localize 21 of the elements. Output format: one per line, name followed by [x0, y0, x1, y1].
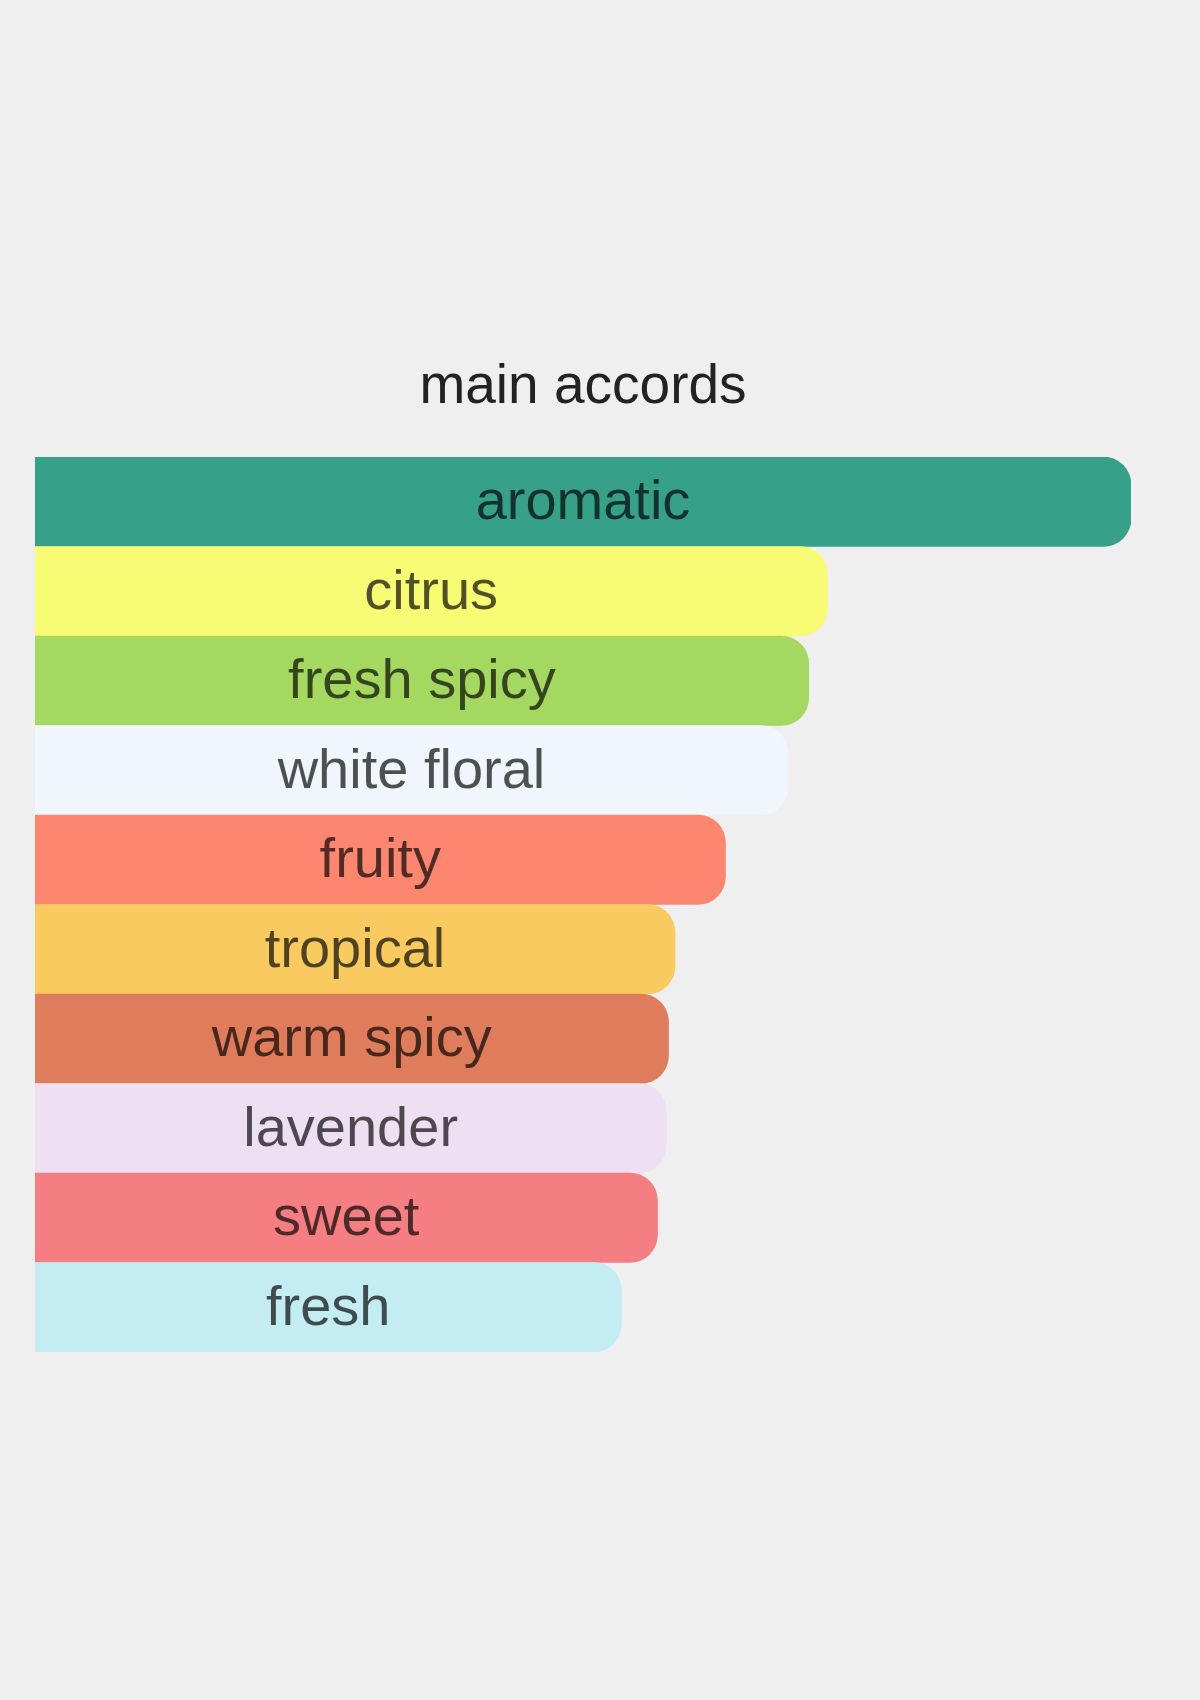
y-tick-label: tropical	[264, 915, 446, 979]
y-tick-label: fresh spicy	[288, 647, 556, 711]
bar	[35, 635, 810, 726]
bar	[35, 725, 789, 816]
bar	[35, 546, 828, 637]
bar	[35, 814, 726, 905]
y-tick-label: sweet	[273, 1184, 420, 1248]
bar	[35, 904, 676, 995]
y-tick-label: citrus	[364, 557, 499, 621]
bar	[35, 993, 669, 1084]
y-tick-label: fruity	[319, 826, 441, 890]
y-tick-label: aromatic	[475, 468, 691, 532]
y-tick-label: fresh	[265, 1273, 391, 1337]
bar	[35, 1172, 658, 1263]
bar	[35, 1262, 622, 1352]
y-tick-label: warm spicy	[210, 1005, 492, 1069]
chart-title: main accords	[419, 353, 747, 416]
bar	[35, 457, 1131, 547]
bar	[35, 1083, 667, 1174]
y-tick-label: lavender	[243, 1094, 459, 1158]
y-tick-label: white floral	[276, 736, 546, 800]
